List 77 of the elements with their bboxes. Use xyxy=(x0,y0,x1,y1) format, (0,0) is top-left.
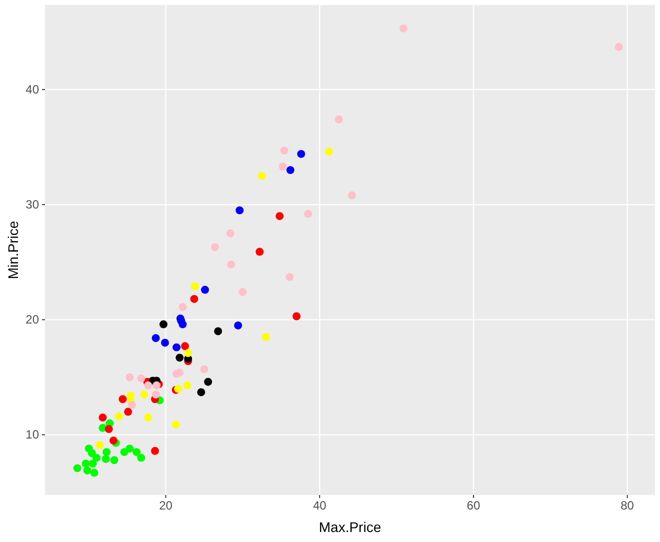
point xyxy=(286,166,294,174)
point xyxy=(126,444,134,453)
point xyxy=(96,441,104,450)
point xyxy=(200,365,208,374)
point xyxy=(90,468,98,477)
point xyxy=(304,210,312,218)
point xyxy=(614,42,623,51)
point xyxy=(211,243,219,252)
point xyxy=(172,343,181,352)
point xyxy=(124,408,132,416)
point xyxy=(292,312,301,320)
point xyxy=(234,321,242,330)
point xyxy=(204,378,212,386)
point xyxy=(297,150,306,158)
y-tick-label: 10 xyxy=(26,428,40,442)
point xyxy=(137,374,146,382)
point xyxy=(73,464,82,472)
point xyxy=(126,373,134,382)
point xyxy=(178,303,187,312)
x-tick-label: 20 xyxy=(159,498,173,513)
y-tick-label: 40 xyxy=(26,82,40,96)
y-axis-title: Min.Price xyxy=(5,220,21,280)
point xyxy=(214,327,222,336)
point xyxy=(399,24,408,32)
point xyxy=(183,381,192,390)
point xyxy=(201,286,209,294)
point xyxy=(152,334,160,342)
y-tick-label: 30 xyxy=(26,197,40,212)
point xyxy=(102,448,111,456)
point xyxy=(236,206,244,214)
point xyxy=(98,414,107,422)
point xyxy=(226,229,234,238)
y-tick-label: 20 xyxy=(26,312,40,327)
point xyxy=(280,146,288,154)
point xyxy=(110,456,118,464)
point xyxy=(197,388,206,396)
point xyxy=(128,400,136,409)
point xyxy=(334,115,343,124)
point xyxy=(227,260,236,268)
point xyxy=(159,320,168,328)
point xyxy=(286,273,294,282)
point xyxy=(276,212,284,220)
point xyxy=(258,172,266,180)
x-axis-title: Max.Price xyxy=(318,519,382,535)
point xyxy=(92,454,101,462)
point xyxy=(256,248,264,256)
point xyxy=(140,390,148,398)
x-tick-label: 40 xyxy=(312,498,327,513)
point xyxy=(348,191,356,200)
point xyxy=(109,436,118,445)
point xyxy=(191,282,199,290)
point xyxy=(88,460,97,468)
point xyxy=(324,148,333,156)
point xyxy=(176,354,184,362)
x-tick-label: 60 xyxy=(466,498,480,513)
point xyxy=(132,448,141,456)
point xyxy=(83,466,92,474)
point xyxy=(104,425,113,434)
point xyxy=(144,381,152,390)
point xyxy=(152,390,160,398)
point xyxy=(190,294,198,303)
point xyxy=(172,420,180,428)
point xyxy=(184,349,192,358)
point xyxy=(238,288,247,296)
point xyxy=(178,320,187,328)
point xyxy=(144,414,152,422)
x-tick-label: 80 xyxy=(620,498,634,513)
point xyxy=(102,454,110,463)
point xyxy=(114,412,123,420)
point xyxy=(262,332,270,341)
point xyxy=(174,384,182,393)
point xyxy=(137,454,146,462)
point xyxy=(181,342,189,350)
point xyxy=(278,162,287,171)
point xyxy=(151,446,159,455)
point xyxy=(118,395,127,404)
point xyxy=(161,338,169,347)
